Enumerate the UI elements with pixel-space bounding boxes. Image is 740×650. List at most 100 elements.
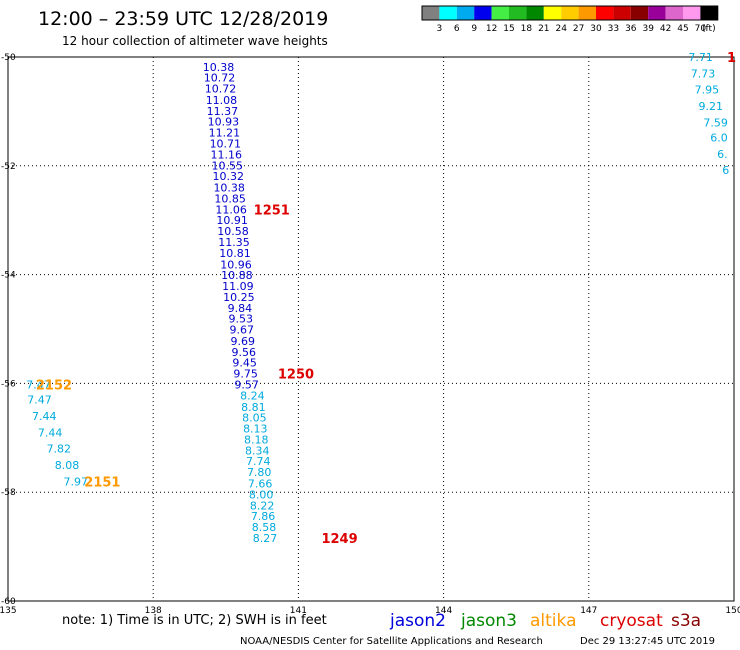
footer-timestamp: Dec 29 13:27:45 UTC 2019 [580,636,715,647]
plot-frame [7,56,735,602]
color-swatch [561,6,579,20]
wave-height-value: 8.81 [241,401,266,414]
wave-height-value: 9.57 [234,378,259,391]
chart-title: 12:00 – 23:59 UTC 12/28/2019 [38,8,328,30]
wave-height-value: 8.22 [250,499,275,512]
legend-altika: altika [530,611,577,631]
wave-height-value: 7.95 [695,84,720,97]
color-scale-border [421,5,719,21]
color-scale-label: 30 [590,24,602,34]
wave-height-value: 7.44 [32,410,57,423]
wave-height-value: 8.27 [253,532,278,545]
wave-height-value: 7.97 [64,475,89,488]
legend-jason3: jason3 [460,611,517,631]
wave-height-value: 10.93 [208,116,240,129]
wave-height-value: 7.59 [703,116,728,129]
wave-height-value: 6. [717,148,728,161]
color-swatch [683,6,701,20]
color-swatch [509,6,527,20]
wave-height-value: 8.05 [242,412,267,425]
color-swatch [456,6,475,20]
wave-height-values: 10.3810.7210.7211.0811.3710.9311.2110.71… [26,51,729,545]
wave-height-value: 9.56 [231,346,256,359]
wave-height-value: 7.82 [47,443,72,456]
color-scale-label: 3 [437,24,443,34]
color-swatch [422,6,440,20]
legend-jason2: jason2 [389,611,446,631]
wave-height-value: 6.0 [710,132,728,145]
y-axis-ticks: -50 -52 -54 -56 -58 -60 [1,53,16,607]
color-scale-label: 24 [555,24,567,34]
color-scale-label: 33 [608,24,619,34]
wave-height-value: 10.55 [212,159,244,172]
color-scale-label: 70 [695,24,707,34]
wave-height-value: 11.21 [209,127,241,140]
color-scale-label: 21 [538,24,549,34]
x-tick-label: 147 [580,606,597,616]
wave-height-value: 10.85 [214,192,246,205]
wave-height-value: 6 [722,164,729,177]
wave-height-value: 9.45 [232,357,257,370]
color-swatch [596,6,614,20]
wave-height-value: 10.88 [221,269,253,282]
wave-height-value: 11.16 [211,148,243,161]
color-scale-label: 45 [677,24,688,34]
x-tick-label: 135 [0,606,17,616]
wave-height-value: 7.47 [26,378,51,391]
wave-height-value: 11.06 [215,203,247,216]
y-tick-label: -54 [1,271,16,281]
color-scale-label: 27 [573,24,584,34]
wave-height-value: 8.18 [244,433,269,446]
wave-height-value: 8.58 [252,521,277,534]
y-tick-label: -58 [1,488,16,498]
color-scale-label: 18 [521,24,533,34]
pass-time-label: 2152 [36,378,72,393]
color-swatch [543,6,562,20]
wave-height-value: 8.08 [55,459,80,472]
footer-note: note: 1) Time is in UTC; 2) SWH is in fe… [62,613,327,628]
x-tick-label: 138 [145,606,162,616]
wave-height-value: 10.38 [203,61,235,74]
wave-height-value: 7.71 [688,51,713,64]
wave-height-value: 11.08 [206,94,238,107]
wave-height-value: 9.84 [228,302,253,315]
wave-height-value: 7.80 [247,466,272,479]
wave-height-value: 7.44 [38,426,63,439]
pass-time-label: 1 [727,51,736,66]
y-tick-label: -52 [1,162,16,172]
wave-height-value: 10.96 [220,258,252,271]
color-swatch [648,6,666,20]
wave-height-value: 9.67 [230,324,255,337]
chart-subtitle: 12 hour collection of altimeter wave hei… [62,34,328,48]
wave-height-value: 10.32 [212,170,244,183]
legend-cryosat: cryosat [600,611,663,631]
wave-height-value: 10.38 [213,182,245,195]
wave-height-value: 7.73 [691,67,716,80]
y-tick-label: -60 [1,597,16,607]
satellite-legend: jason2 jason3 altika cryosat s3a [389,611,701,631]
wave-height-value: 10.58 [217,225,249,238]
wave-height-value: 10.25 [223,291,255,304]
color-swatch [474,6,492,20]
wave-height-value: 10.81 [219,247,251,260]
wave-height-value: 8.34 [245,444,270,457]
color-swatch [491,6,509,20]
color-scale-legend: 3 6 9 12 15 18 21 24 27 30 33 36 39 42 45 70(ft) [421,5,719,34]
y-tick-label: -56 [1,379,16,389]
pass-time-labels: 1251 1250 1249 2152 2151 1 [36,51,736,547]
color-swatch [613,6,631,20]
color-swatch [439,6,457,20]
color-scale-label: 39 [642,24,654,34]
color-scale-label: 15 [503,24,514,34]
wave-height-value: 9.53 [229,313,254,326]
pass-time-label: 1251 [254,203,290,218]
wave-height-value: 9.21 [699,100,724,113]
pass-time-label: 2151 [84,475,120,490]
wave-height-value: 7.66 [248,477,273,490]
wave-height-value: 10.71 [210,137,242,150]
pass-time-label: 1250 [278,368,314,383]
x-tick-label: 144 [435,606,452,616]
footer-credit: NOAA/NESDIS Center for Satellite Applica… [240,636,543,647]
wave-height-value: 11.09 [222,280,254,293]
wave-height-value: 10.72 [204,72,236,85]
